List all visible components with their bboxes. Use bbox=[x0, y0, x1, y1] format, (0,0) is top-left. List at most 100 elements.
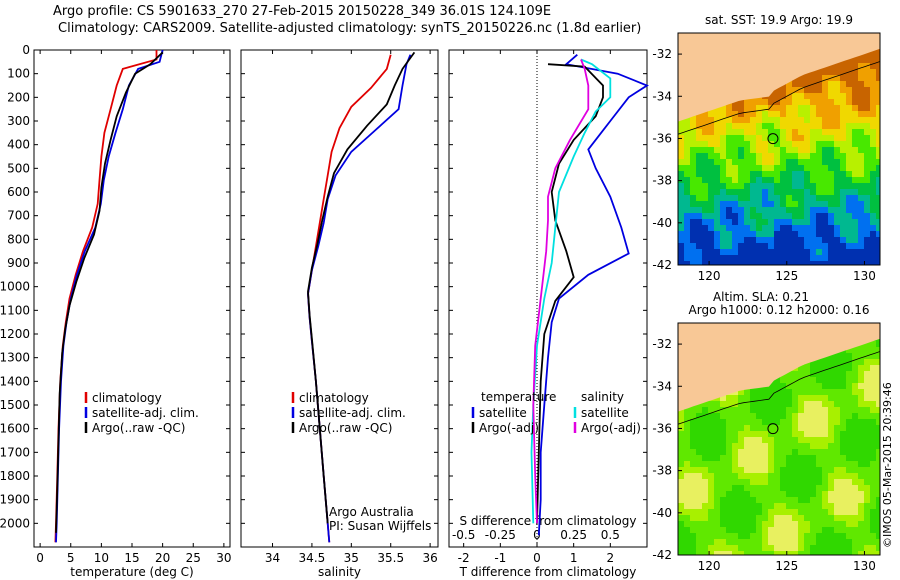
map-title: sat. SST: 19.9 Argo: 19.9 bbox=[705, 13, 853, 27]
y-tick-label: -32 bbox=[652, 337, 672, 351]
x-tick-label: 0 bbox=[36, 551, 44, 565]
x-tick-label: -1 bbox=[494, 551, 506, 565]
legend-label: climatology bbox=[299, 391, 369, 405]
x-tick-label: 10 bbox=[94, 551, 109, 565]
y-tick-label: 1400 bbox=[0, 374, 30, 388]
x-axis-label: salinity bbox=[318, 565, 361, 579]
legend-label: satellite-adj. clim. bbox=[299, 406, 406, 420]
x2-tick-label: 0 bbox=[533, 528, 541, 542]
x-tick-label: 1 bbox=[570, 551, 578, 565]
legend-label: climatology bbox=[92, 391, 162, 405]
figure-title-line2: Climatology: CARS2009. Satellite-adjuste… bbox=[58, 21, 642, 36]
series-argo-adj--temperature bbox=[536, 63, 604, 524]
y-tick-label: -40 bbox=[652, 216, 672, 230]
plot-frame bbox=[448, 49, 648, 548]
map-title: Altim. SLA: 0.21 bbox=[713, 290, 809, 304]
map-field bbox=[678, 323, 880, 555]
legend-label: satellite bbox=[479, 406, 527, 420]
figure-title-line1: Argo profile: CS 5901633_270 27-Feb-2015… bbox=[53, 4, 552, 19]
y-tick-label: 400 bbox=[7, 138, 30, 152]
profile-panel-3: -2 -1 0 1 2T difference from climatology -0.5… bbox=[448, 49, 649, 579]
y-tick-label: 200 bbox=[7, 90, 30, 104]
y-tick-label: -38 bbox=[652, 464, 672, 478]
y-tick-label: -34 bbox=[652, 379, 672, 393]
y-tick-label: -32 bbox=[652, 47, 672, 61]
x-tick-label: 35 bbox=[344, 551, 359, 565]
x-axis-label: T difference from climatology bbox=[459, 565, 637, 579]
series-satellite-temperature bbox=[537, 54, 649, 536]
x2-tick-label: -0.5 bbox=[452, 528, 475, 542]
legend-title-temperature: temperature bbox=[481, 390, 556, 404]
y-tick-label: 700 bbox=[7, 209, 30, 223]
x-tick-label: 2 bbox=[607, 551, 615, 565]
y-tick-label: 0 bbox=[22, 43, 30, 57]
x-tick-label: 120 bbox=[698, 269, 721, 283]
y-tick-label: 1600 bbox=[0, 422, 30, 436]
plot-frame bbox=[240, 49, 439, 548]
x-tick-label: 130 bbox=[853, 559, 876, 573]
series-argo-raw-qc- bbox=[307, 51, 416, 524]
x-tick-label: 35.5 bbox=[377, 551, 404, 565]
y-tick-label: 500 bbox=[7, 161, 30, 175]
y-tick-label: 1100 bbox=[0, 303, 30, 317]
argo-position-marker bbox=[767, 423, 779, 435]
y-tick-label: 800 bbox=[7, 232, 30, 246]
land-mass bbox=[678, 33, 880, 122]
legend-label: Argo(-adj) bbox=[479, 421, 539, 435]
y-tick-label: 1900 bbox=[0, 493, 30, 507]
x-tick-label: 25 bbox=[186, 551, 201, 565]
x2-tick-label: 0.25 bbox=[560, 528, 587, 542]
sst-map: -32 -34 -36 -38 -40 -42 120 125 130 sat. SST: 19.… bbox=[652, 13, 881, 283]
y-tick-label: 2000 bbox=[0, 516, 30, 530]
profile-panel-1: 0100200300400500600700800900100011001200… bbox=[0, 43, 232, 579]
x-tick-label: 30 bbox=[216, 551, 231, 565]
y-tick-label: -42 bbox=[652, 548, 672, 562]
credit-annotation: PI: Susan Wijffels bbox=[329, 519, 431, 533]
legend-label: satellite bbox=[581, 406, 629, 420]
x2-axis-label: S difference from climatology bbox=[460, 514, 637, 528]
y-tick-label: -36 bbox=[652, 131, 672, 145]
y-tick-label: 900 bbox=[7, 256, 30, 270]
series-argo-adj--salinity bbox=[532, 59, 590, 524]
y-tick-label: -38 bbox=[652, 174, 672, 188]
legend-label: satellite-adj. clim. bbox=[92, 406, 199, 420]
y-tick-label: 300 bbox=[7, 114, 30, 128]
y-tick-label: 100 bbox=[7, 67, 30, 81]
x-tick-label: 0 bbox=[533, 551, 541, 565]
y-tick-label: 1300 bbox=[0, 351, 30, 365]
y-tick-label: 1700 bbox=[0, 445, 30, 459]
y-tick-label: -36 bbox=[652, 421, 672, 435]
x-tick-label: 5 bbox=[67, 551, 75, 565]
series-argo-raw-qc- bbox=[55, 51, 164, 533]
credit-annotation: Argo Australia bbox=[329, 505, 414, 519]
y-tick-label: -42 bbox=[652, 258, 672, 272]
argo-position-marker bbox=[767, 133, 779, 145]
plot-frame bbox=[33, 49, 231, 548]
x-tick-label: 125 bbox=[775, 269, 798, 283]
y-tick-label: 1500 bbox=[0, 398, 30, 412]
bathymetry-contour bbox=[678, 351, 880, 425]
x-tick-label: 34 bbox=[265, 551, 280, 565]
x-tick-label: 125 bbox=[775, 559, 798, 573]
y-tick-label: -34 bbox=[652, 89, 672, 103]
y-tick-label: 1000 bbox=[0, 280, 30, 294]
y-tick-label: 600 bbox=[7, 185, 30, 199]
x-tick-label: 130 bbox=[853, 269, 876, 283]
x-tick-label: -2 bbox=[458, 551, 470, 565]
x-tick-label: 34.5 bbox=[299, 551, 326, 565]
x-tick-label: 15 bbox=[124, 551, 139, 565]
map-frame bbox=[677, 322, 881, 556]
y-tick-label: -40 bbox=[652, 506, 672, 520]
map-frame bbox=[677, 32, 881, 266]
map-field bbox=[678, 33, 880, 265]
sla-map: -32 -34 -36 -38 -40 -42 120 125 130 Altim. SLA: 0… bbox=[652, 290, 881, 573]
legend-label: Argo(-adj) bbox=[581, 421, 641, 435]
x2-tick-label: -0.25 bbox=[485, 528, 516, 542]
legend-title-salinity: salinity bbox=[581, 390, 624, 404]
legend-label: Argo(..raw -QC) bbox=[92, 421, 185, 435]
y-tick-label: 1800 bbox=[0, 469, 30, 483]
map-subtitle: Argo h1000: 0.12 h2000: 0.16 bbox=[689, 303, 870, 317]
bathymetry-contour bbox=[678, 61, 880, 135]
x2-tick-label: 0.5 bbox=[601, 528, 620, 542]
